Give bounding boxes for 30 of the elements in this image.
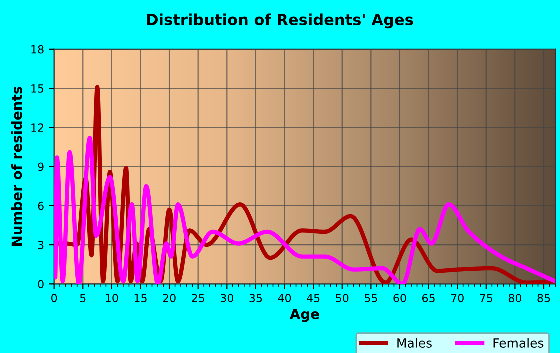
x-tick-label: 30 bbox=[220, 294, 234, 302]
chart-title: Distribution of Residents' Ages bbox=[147, 14, 414, 29]
y-tick-label: 12 bbox=[32, 124, 44, 132]
y-tick-label: 0 bbox=[38, 280, 44, 289]
legend-label: Females bbox=[494, 338, 544, 348]
x-axis-title: Age bbox=[290, 309, 320, 322]
x-tick-label: 55 bbox=[364, 294, 378, 302]
x-tick-label: 80 bbox=[508, 294, 522, 302]
x-tick-label: 45 bbox=[307, 294, 320, 302]
x-tick-label: 70 bbox=[451, 294, 464, 302]
y-tick-label: 18 bbox=[32, 45, 44, 54]
x-tick-label: 35 bbox=[250, 294, 262, 302]
y-axis-title: Number of residents bbox=[11, 87, 22, 246]
y-tick-label: 6 bbox=[38, 202, 44, 210]
x-tick-label: 15 bbox=[134, 294, 147, 302]
x-tick-label: 85 bbox=[538, 294, 550, 302]
x-tick-label: 75 bbox=[480, 294, 492, 302]
x-tick-label: 25 bbox=[192, 294, 204, 302]
y-tick-label: 15 bbox=[32, 84, 44, 93]
x-tick-label: 65 bbox=[422, 294, 435, 302]
x-tick-label: 60 bbox=[394, 294, 406, 302]
legend-label: Males bbox=[398, 338, 432, 348]
x-tick-label: 50 bbox=[336, 294, 349, 302]
x-tick-label: 10 bbox=[106, 294, 118, 302]
x-tick-label: 20 bbox=[163, 294, 176, 302]
y-tick-label: 3 bbox=[38, 241, 44, 250]
x-tick-label: 40 bbox=[278, 294, 292, 302]
x-tick-label: 0 bbox=[52, 294, 58, 302]
y-tick-label: 9 bbox=[38, 162, 44, 172]
x-tick-label: 5 bbox=[80, 294, 86, 302]
